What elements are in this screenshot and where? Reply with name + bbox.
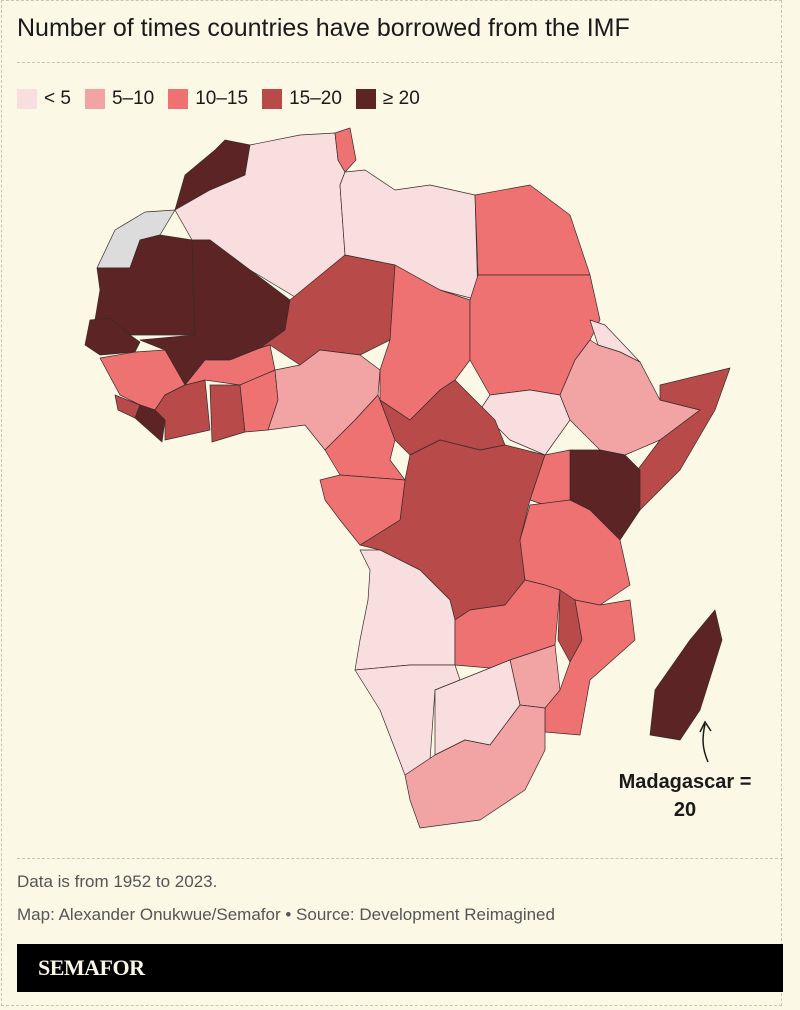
legend-label: 10–15: [195, 88, 249, 109]
legend-item: ≥ 20: [355, 88, 420, 110]
region-congo-gabon: [319, 474, 406, 546]
region-senegal: [84, 317, 141, 356]
legend-label: 15–20: [289, 88, 342, 109]
credit-note: Map: Alexander Onukwue/Semafor • Source:…: [17, 905, 555, 924]
legend-label: < 5: [44, 88, 71, 109]
legend-label: 5–10: [111, 88, 155, 109]
region-egypt: [474, 184, 591, 276]
region-madagascar: [649, 609, 723, 741]
region-cameroon: [324, 394, 406, 481]
madagascar-annotation: Madagascar = 20: [600, 768, 770, 824]
data-note: Data is from 1952 to 2023.: [17, 872, 218, 891]
region-south-africa: [404, 704, 546, 829]
divider: [17, 62, 783, 63]
legend-item: < 5: [17, 88, 71, 110]
annotation-line: Madagascar =: [618, 771, 752, 793]
legend-swatch: [168, 89, 189, 109]
legend: < 5 5–10 10–15 15–20 ≥ 20: [17, 88, 420, 110]
legend-swatch: [17, 89, 37, 109]
region-ghana: [209, 384, 246, 443]
region-mozambique: [544, 599, 636, 736]
map-title: Number of times countries have borrowed …: [17, 14, 630, 42]
brand-logo: SEMAFOR: [38, 955, 145, 980]
brand-bar: SEMAFOR: [17, 944, 783, 992]
legend-item: 5–10: [84, 88, 155, 110]
chart-frame: [1, 0, 782, 1006]
legend-swatch: [262, 89, 283, 109]
region-tunisia: [334, 127, 357, 173]
divider: [17, 858, 783, 859]
legend-label: ≥ 20: [382, 88, 420, 109]
legend-swatch: [84, 89, 105, 109]
region-car: [379, 379, 506, 456]
annotation-value: 20: [673, 799, 697, 821]
legend-item: 10–15: [168, 88, 248, 110]
legend-swatch: [355, 89, 376, 109]
legend-item: 15–20: [262, 88, 342, 110]
annotation-arrow: [699, 720, 712, 763]
